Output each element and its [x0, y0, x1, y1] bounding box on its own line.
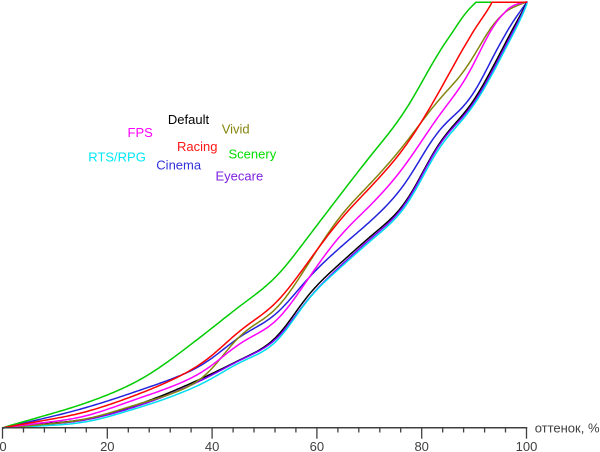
svg-text:0: 0 [0, 439, 7, 452]
svg-text:Cinema: Cinema [156, 158, 202, 173]
svg-text:Vivid: Vivid [222, 121, 250, 136]
svg-text:40: 40 [205, 439, 219, 452]
svg-text:80: 80 [414, 439, 428, 452]
svg-text:Default: Default [168, 112, 210, 127]
svg-text:100: 100 [516, 439, 538, 452]
svg-text:Racing: Racing [177, 139, 217, 154]
svg-text:FPS: FPS [128, 125, 154, 140]
svg-text:Eyecare: Eyecare [216, 169, 264, 184]
svg-text:Scenery: Scenery [229, 146, 277, 161]
svg-text:оттенок, %: оттенок, % [535, 421, 600, 436]
svg-text:RTS/RPG: RTS/RPG [88, 150, 146, 165]
svg-text:20: 20 [100, 439, 114, 452]
svg-text:60: 60 [310, 439, 324, 452]
